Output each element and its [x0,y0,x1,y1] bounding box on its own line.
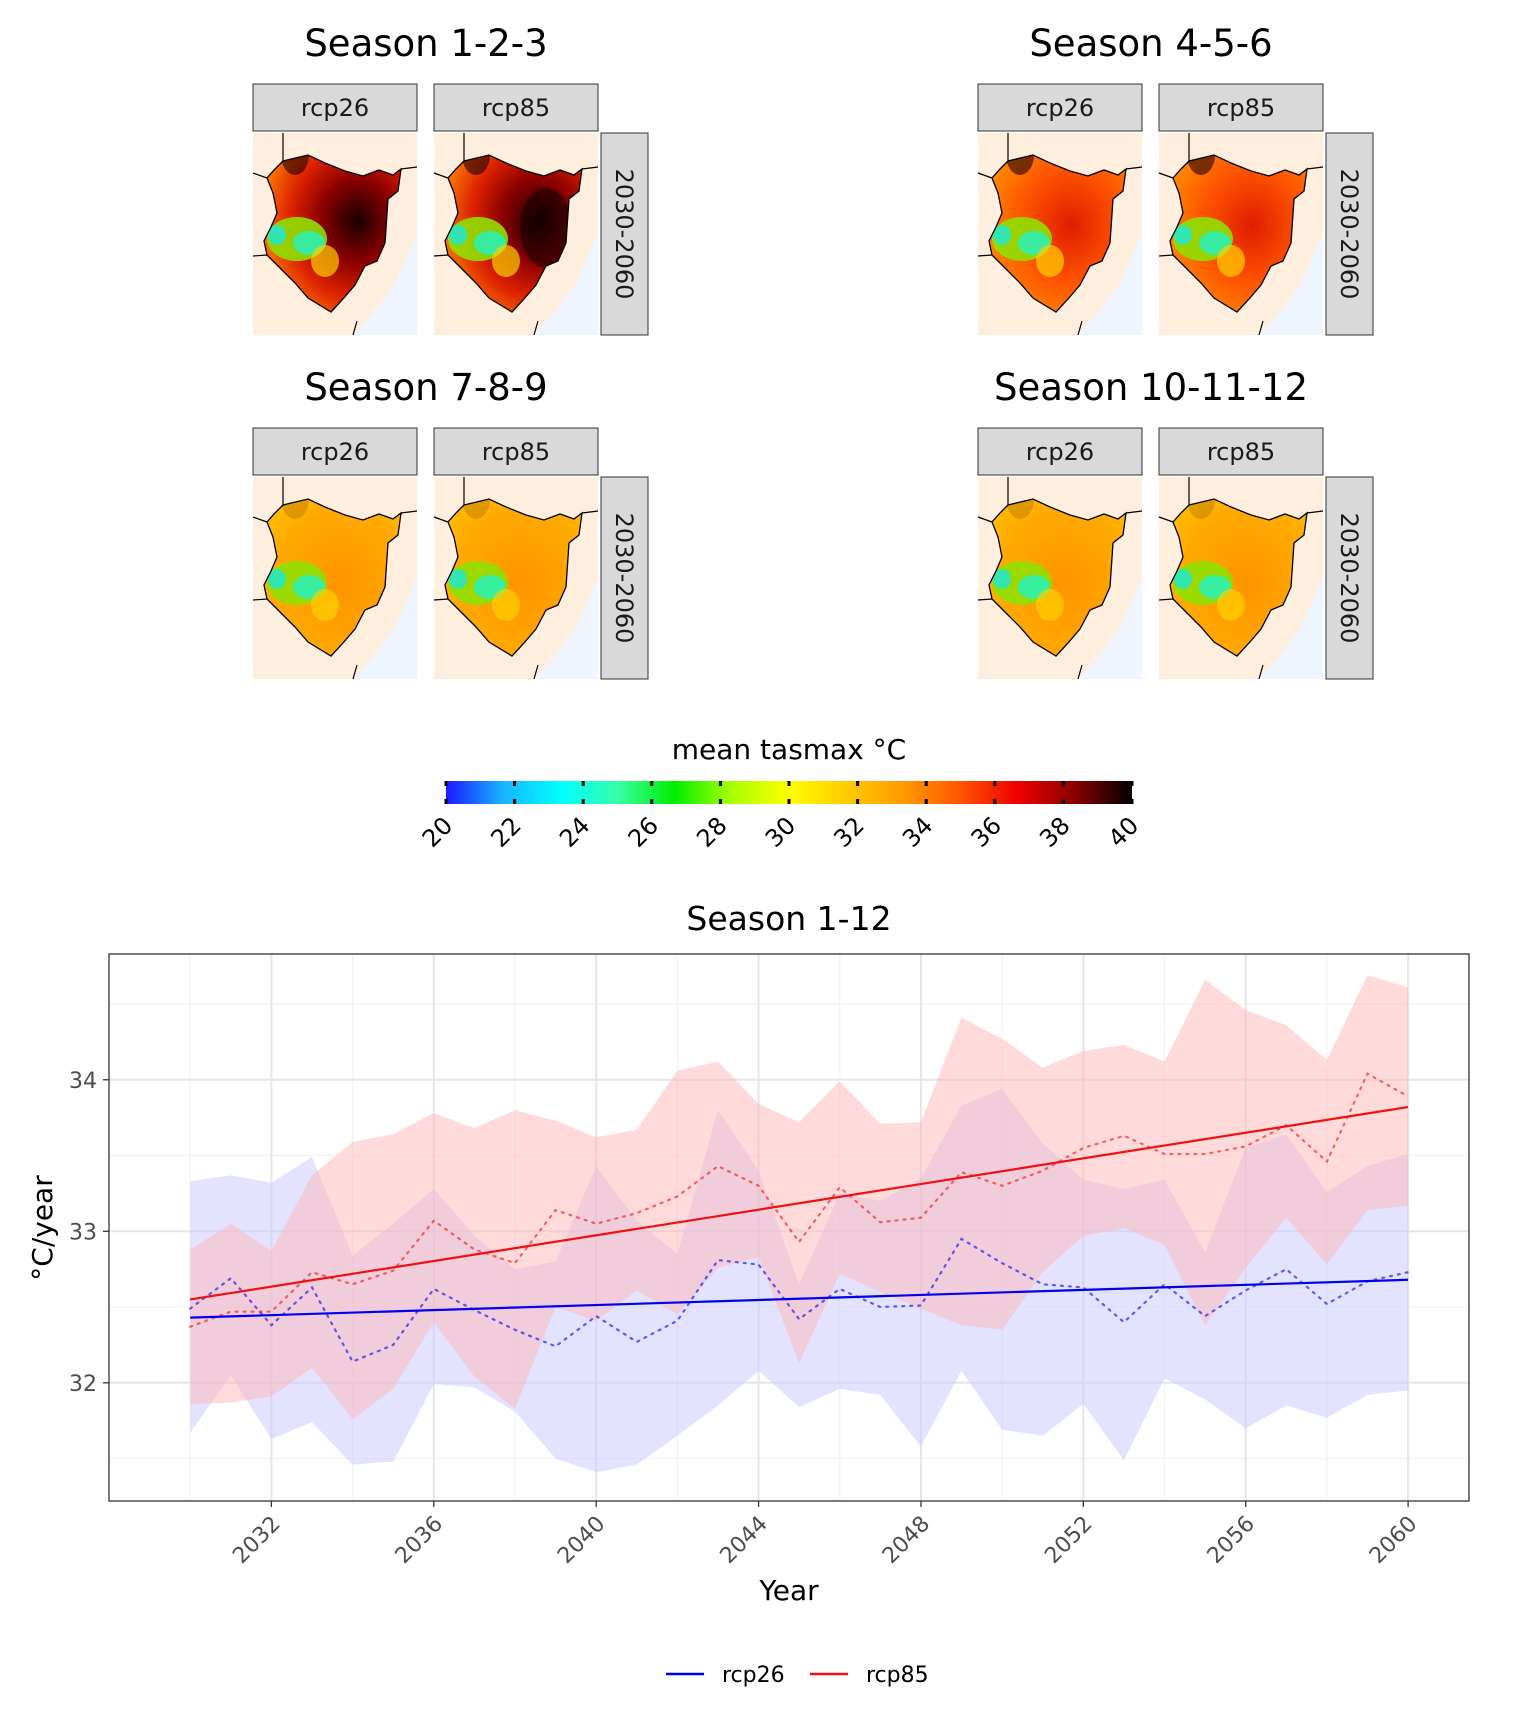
facet-strip [252,83,418,132]
map-rcp26 [977,477,1143,680]
colorbar-tick-label: 24 [554,811,595,852]
colorbar-bar [446,781,1132,804]
ocean-area [1078,577,1142,679]
chart-panel-border [108,953,1470,1502]
mean-line-rcp26 [189,1237,1410,1363]
map-panel-title: Season 10-11-12 [994,366,1308,409]
period-strip [1325,132,1374,336]
map-panel: Season 4-5-6 rcp26 rcp85 2030-2060 [977,22,1374,336]
legend-label: rcp26 [722,1663,785,1688]
map-panel-title: Season 7-8-9 [304,366,547,409]
kenya-outline-map-icon [252,133,418,336]
colorbar-legend: mean tasmax °C 20 22 24 26 28 30 32 34 36 38 40 [417,733,1144,853]
colorbar-tick-label: 26 [623,811,664,852]
map-panel-title: Season 1-2-3 [304,22,547,65]
x-tick-label: 2032 [228,1512,285,1569]
legend-item-rcp26: rcp26 [666,1663,785,1688]
ocean-area [534,233,598,335]
kenya-outline-map-icon [252,477,418,680]
ocean-area [534,577,598,679]
trend-lines [190,1105,1409,1319]
facet-strip [1158,83,1324,132]
mean-line-rcp85 [189,1072,1410,1328]
map-panel: Season 10-11-12 rcp26 rcp85 2030-2060 [977,366,1374,680]
map-rcp85 [1158,477,1324,680]
kenya-outline-map-icon [433,133,599,336]
period-strip-label: 2030-2060 [610,169,638,300]
legend-label: rcp85 [866,1663,929,1688]
chart-legend: rcp26 rcp85 [666,1663,929,1688]
x-tick-label: 2048 [878,1512,935,1569]
facet-strip-label: rcp85 [1207,94,1275,122]
facet-strip [977,83,1143,132]
y-tick-label: 33 [69,1220,97,1245]
kenya-outline-map-icon [1158,477,1324,680]
kenya-outline-map-icon [1158,133,1324,336]
period-strip-label: 2030-2060 [610,513,638,644]
ocean-area [1259,233,1323,335]
colorbar-tick-label: 20 [417,811,458,852]
mean-lines [189,1072,1410,1363]
colorbar-tick-label: 40 [1103,811,1144,852]
kenya-outline-map-icon [977,477,1143,680]
facet-strip-label: rcp85 [482,438,550,466]
facet-strip-label: rcp85 [482,94,550,122]
period-strip-label: 2030-2060 [1335,169,1363,300]
colorbar-tick-label: 34 [897,811,938,852]
x-tick-label: 2056 [1203,1512,1260,1569]
y-tick-label: 32 [69,1372,97,1397]
facet-strip [252,427,418,476]
facet-strip-label: rcp26 [301,438,369,466]
facet-strip [977,427,1143,476]
colorbar-tick-label: 28 [691,811,732,852]
trend-line-rcp85 [190,1105,1409,1301]
map-rcp26 [977,133,1143,336]
ocean-area [353,233,417,335]
facet-strip [433,427,599,476]
map-rcp26 [252,133,418,336]
colorbar-tick-label: 38 [1034,811,1075,852]
line-chart: Season 1-12 32 33 34 2032 2036 2040 2044 2048 20… [26,899,1470,1688]
map-panel: Season 1-2-3 rcp26 rcp85 2030-2060 [252,22,649,336]
map-rcp26 [252,477,418,680]
x-tick-label: 2040 [553,1512,610,1569]
map-rcp85 [1158,133,1324,336]
x-tick-label: 2052 [1040,1512,1097,1569]
ocean-area [1078,233,1142,335]
period-strip [600,132,649,336]
facet-strip-label: rcp26 [1026,94,1094,122]
facet-strip-label: rcp26 [1026,438,1094,466]
kenya-outline-map-icon [433,477,599,680]
map-rcp85 [433,133,599,336]
period-strip-label: 2030-2060 [1335,513,1363,644]
ocean-area [353,577,417,679]
facet-strip-label: rcp85 [1207,438,1275,466]
map-panel: Season 7-8-9 rcp26 rcp85 2030-2060 [252,366,649,680]
y-axis-title: °C/year [26,1175,59,1281]
y-tick-label: 34 [69,1069,97,1094]
legend-item-rcp85: rcp85 [810,1663,929,1688]
facet-strip-label: rcp26 [301,94,369,122]
colorbar-title: mean tasmax °C [672,733,907,766]
period-strip [1325,476,1374,680]
colorbar-tick-label: 30 [760,811,801,852]
x-tick-label: 2044 [716,1512,773,1569]
kenya-outline-map-icon [977,133,1143,336]
trend-line-rcp26 [190,1278,1409,1319]
ocean-area [1259,577,1323,679]
facet-strip [1158,427,1324,476]
colorbar-tick-label: 36 [966,811,1007,852]
colorbar-tick-label: 22 [485,811,526,852]
facet-strip [433,83,599,132]
period-strip [600,476,649,680]
map-rcp85 [433,477,599,680]
x-tick-label: 2060 [1365,1512,1422,1569]
x-axis-title: Year [758,1574,819,1607]
map-panel-title: Season 4-5-6 [1029,22,1272,65]
colorbar-tick-label: 32 [828,811,869,852]
x-tick-label: 2036 [391,1512,448,1569]
chart-title: Season 1-12 [686,899,891,938]
